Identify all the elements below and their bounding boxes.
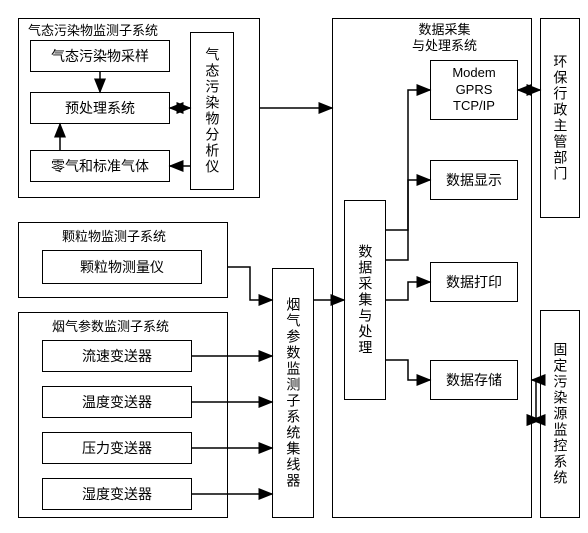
node-label-zero_gas: 零气和标准气体	[51, 157, 149, 175]
node-modem: Modem GPRS TCP/IP	[430, 60, 518, 120]
node-label-daq_core: 数据采集与处理	[357, 244, 374, 356]
node-fixed_src: 固定污染源监控系统	[540, 310, 580, 518]
node-label-data_store: 数据存储	[446, 371, 502, 389]
node-press_tx: 压力变送器	[42, 432, 192, 464]
group-title-particle_group: 颗粒物监测子系统	[60, 226, 168, 245]
group-title-flue_group: 烟气参数监测子系统	[50, 316, 171, 335]
node-label-flow_tx: 流速变送器	[82, 347, 152, 365]
node-label-data_print: 数据打印	[446, 273, 502, 291]
node-label-pretreat: 预处理系统	[65, 99, 135, 117]
node-hub: 烟气参数监测子系统集线器	[272, 268, 314, 518]
node-daq_core: 数据采集与处理	[344, 200, 386, 400]
node-particle_meter: 颗粒物测量仪	[42, 250, 202, 284]
node-label-modem: Modem GPRS TCP/IP	[452, 65, 495, 116]
node-data_store: 数据存储	[430, 360, 518, 400]
group-title-gas_group: 气态污染物监测子系统	[26, 20, 160, 39]
node-pretreat: 预处理系统	[30, 92, 170, 124]
node-label-press_tx: 压力变送器	[82, 439, 152, 457]
node-data_print: 数据打印	[430, 262, 518, 302]
node-label-temp_tx: 温度变送器	[82, 393, 152, 411]
node-label-env_dept: 环保行政主管部门	[552, 54, 569, 182]
node-label-gas_sampling: 气态污染物采样	[51, 47, 149, 65]
diagram-canvas: 气态污染物监测子系统颗粒物监测子系统烟气参数监测子系统 数据采集 与处理系统气态污…	[0, 0, 588, 533]
node-data_display: 数据显示	[430, 160, 518, 200]
node-gas_analyzer: 气态污染物分析仪	[190, 32, 234, 190]
arrow-5	[228, 267, 272, 300]
node-zero_gas: 零气和标准气体	[30, 150, 170, 182]
node-flow_tx: 流速变送器	[42, 340, 192, 372]
node-label-fixed_src: 固定污染源监控系统	[552, 342, 569, 486]
node-humid_tx: 湿度变送器	[42, 478, 192, 510]
group-title-daq_group: 数据采集 与处理系统	[410, 22, 479, 53]
node-label-data_display: 数据显示	[446, 171, 502, 189]
node-label-gas_analyzer: 气态污染物分析仪	[204, 47, 221, 175]
node-label-particle_meter: 颗粒物测量仪	[80, 258, 164, 276]
arrow-16	[532, 380, 540, 420]
node-temp_tx: 温度变送器	[42, 386, 192, 418]
node-env_dept: 环保行政主管部门	[540, 18, 580, 218]
node-label-hub: 烟气参数监测子系统集线器	[285, 297, 302, 489]
node-gas_sampling: 气态污染物采样	[30, 40, 170, 72]
node-label-humid_tx: 湿度变送器	[82, 485, 152, 503]
